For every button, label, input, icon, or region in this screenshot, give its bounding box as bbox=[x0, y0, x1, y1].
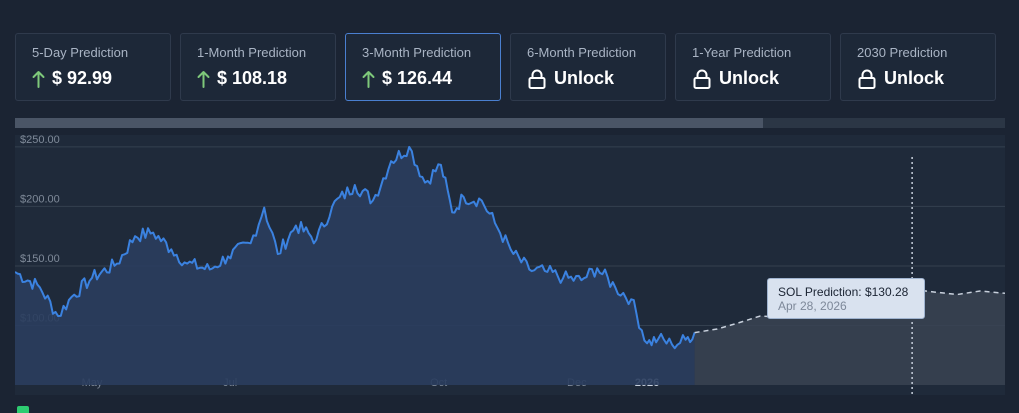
tooltip-date: Apr 28, 2026 bbox=[778, 299, 847, 313]
card-value: Unlock bbox=[719, 68, 780, 88]
chart-svg: $250.00$200.00$150.00$100.00MayJulOctDec… bbox=[14, 134, 1006, 395]
prediction-card-2[interactable]: 1-Month Prediction $ 108.18 bbox=[180, 33, 336, 101]
prediction-card-4[interactable]: 6-Month Prediction Unlock bbox=[510, 33, 666, 101]
card-value-row: Unlock bbox=[692, 68, 830, 89]
y-tick-label: $150.00 bbox=[20, 253, 60, 265]
prediction-area bbox=[694, 289, 1005, 385]
lock-icon bbox=[528, 69, 546, 89]
card-value: Unlock bbox=[554, 68, 615, 88]
history-area bbox=[15, 146, 695, 385]
card-title: 1-Month Prediction bbox=[197, 45, 307, 60]
prediction-card-5[interactable]: 1-Year Prediction Unlock bbox=[675, 33, 831, 101]
history-line bbox=[14, 145, 696, 350]
card-title: 2030 Prediction bbox=[857, 45, 948, 60]
card-value-row: $ 126.44 bbox=[362, 68, 500, 89]
card-title: 6-Month Prediction bbox=[527, 45, 637, 60]
price-chart: $250.00$200.00$150.00$100.00MayJulOctDec… bbox=[14, 134, 1006, 395]
card-value: $ 126.44 bbox=[382, 68, 453, 88]
y-tick-label: $250.00 bbox=[20, 135, 60, 146]
card-title: 1-Year Prediction bbox=[692, 45, 792, 60]
prediction-tooltip: SOL Prediction: $130.28 Apr 28, 2026 bbox=[767, 278, 925, 319]
arrow-up-icon bbox=[362, 70, 375, 88]
arrow-up-icon bbox=[32, 70, 45, 88]
card-value: $ 92.99 bbox=[52, 68, 113, 88]
partial-green-icon bbox=[17, 406, 29, 413]
card-value: Unlock bbox=[884, 68, 945, 88]
prediction-card-3[interactable]: 3-Month Prediction $ 126.44 bbox=[345, 33, 501, 101]
card-value-row: Unlock bbox=[527, 68, 665, 89]
card-value-row: $ 92.99 bbox=[32, 68, 170, 89]
y-tick-label: $200.00 bbox=[20, 193, 60, 205]
arrow-up-icon bbox=[197, 70, 210, 88]
card-title: 5-Day Prediction bbox=[32, 45, 129, 60]
card-value-row: $ 108.18 bbox=[197, 68, 335, 89]
tooltip-value: $130.28 bbox=[864, 285, 909, 299]
chart-scrollbar[interactable] bbox=[15, 118, 1005, 128]
tooltip-label: SOL Prediction: bbox=[778, 285, 862, 299]
card-value: $ 108.18 bbox=[217, 68, 288, 88]
lock-icon bbox=[858, 69, 876, 89]
card-title: 3-Month Prediction bbox=[362, 45, 472, 60]
prediction-card-1[interactable]: 5-Day Prediction $ 92.99 bbox=[15, 33, 171, 101]
prediction-card-6[interactable]: 2030 Prediction Unlock bbox=[840, 33, 996, 101]
scrollbar-thumb[interactable] bbox=[15, 118, 763, 128]
card-value-row: Unlock bbox=[857, 68, 995, 89]
lock-icon bbox=[693, 69, 711, 89]
